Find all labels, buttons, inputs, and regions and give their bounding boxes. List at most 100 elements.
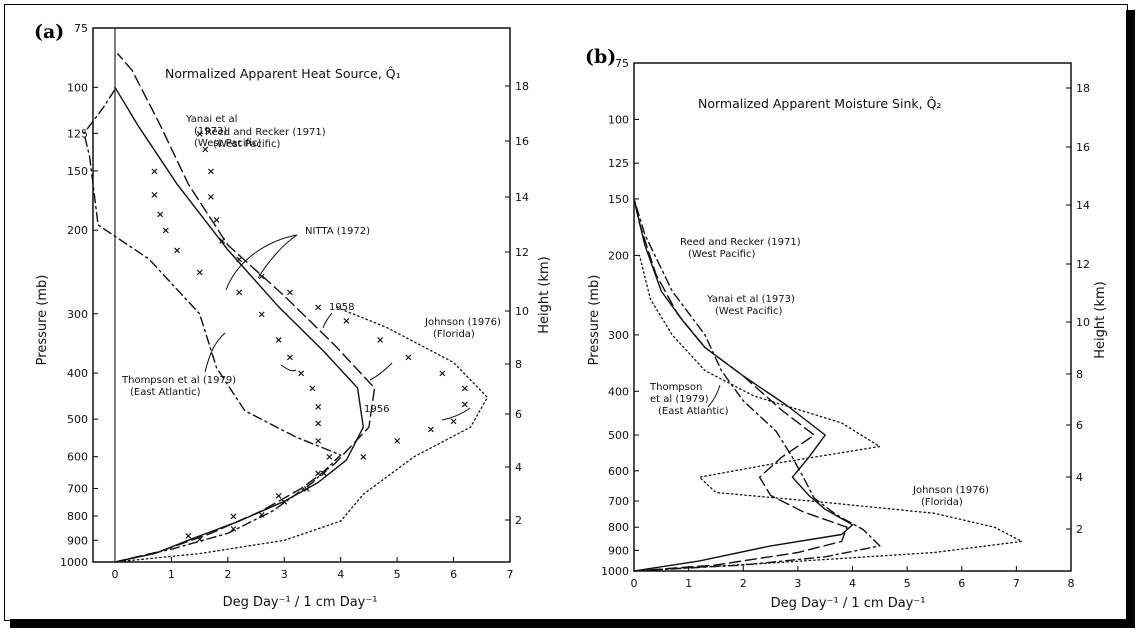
panel-b-right-axis-label: Height (km) [1093,281,1108,358]
series-label-johnson-1976: Johnson (1976) (Florida) [912,485,989,508]
panel-a-x-axis-label: Deg Day⁻¹ / 1 cm Day⁻¹ [223,595,378,610]
y-tick-label: 1000 [601,565,629,578]
x-marker: × [212,215,220,226]
panel-b-y-ticks: 75 100 125 150 200 300 400 500 600 700 800 900 1000 [601,57,639,578]
x-marker: × [150,190,158,201]
series-label-reed-and-recker-1971: Reed and Recker (1971) (West Pacific) [680,237,801,260]
x-tick-label: 3 [281,568,288,581]
series-label-yanai-et-al: Yanai et al (1973) (West Pacific) [185,114,261,149]
right-tick-label: 6 [1076,419,1083,432]
y-tick-label: 300 [67,308,88,321]
series-label-line: Yanai et al (1973) [706,294,795,305]
figure-frame [4,4,1128,621]
series-label-line: Reed and Recker (1971) [205,127,326,138]
series-label-line: Thompson [649,382,702,393]
x-marker: × [235,288,243,299]
panel-b-series [633,198,1023,572]
x-marker: × [359,452,367,463]
x-marker: × [308,384,316,395]
x-marker: × [314,402,322,413]
x-marker: × [427,425,435,436]
y-tick-label: 150 [67,165,88,178]
x-tick-label: 2 [740,577,747,590]
series-1956-markers: ×××××××××××××××××××××××× [184,129,469,542]
nitta-leader-1 [225,234,298,291]
series-label-line: Yanai et al [185,114,237,125]
y-tick-label: 500 [67,413,88,426]
frame-shadow-bottom [10,619,1135,628]
x-marker: × [201,145,209,156]
x-marker: × [314,419,322,430]
x-tick-label: 7 [1013,577,1020,590]
x-marker: × [207,166,215,177]
y-tick-label: 400 [67,367,88,380]
label-1956-leader [322,312,333,329]
panel-b-title: Normalized Apparent Moisture Sink, Q̂₂ [698,96,941,111]
panel-b-leader-lines [707,384,721,408]
y-tick-label: 150 [608,193,629,206]
x-marker: × [297,369,305,380]
y-tick-label: 400 [608,385,629,398]
panel-b-x-axis-label: Deg Day⁻¹ / 1 cm Day⁻¹ [771,596,926,611]
right-tick-label: 12 [515,246,529,259]
x-tick-label: 0 [631,577,638,590]
x-marker: × [162,226,170,237]
x-tick-label: 4 [337,568,344,581]
x-marker: × [325,452,333,463]
right-tick-label: 16 [1076,141,1090,154]
x-marker: × [449,417,457,428]
series-1958-markers: ×××××××××××××××××××××× [150,166,333,545]
y-tick-label: 125 [67,127,88,140]
thompson-leader [204,332,226,373]
x-marker: × [314,436,322,447]
panel-a-right-axis-label: Height (km) [537,256,552,333]
x-marker: × [156,210,164,221]
x-tick-label: 5 [904,577,911,590]
series-label-reed-and-recker-1971: Reed and Recker (1971) (West Pacific) [205,127,326,150]
x-marker: × [280,497,288,508]
y-tick-label: 700 [67,482,88,495]
y-tick-label: 1000 [60,556,88,569]
series-line-reed-and-recker-1971 [114,53,376,563]
b-thompson-leader [707,384,721,408]
x-tick-label: 7 [507,568,514,581]
right-tick-label: 2 [515,514,522,527]
right-tick-label: 16 [515,135,529,148]
x-marker: × [461,384,469,395]
panel-b-y-axis-label: Pressure (mb) [587,275,602,366]
panel-a-y-axis-label: Pressure (mb) [35,275,50,366]
right-tick-label: 4 [1076,471,1083,484]
series-label-1958: 1958 [329,302,354,313]
series-line-reed-and-recker-1971 [633,198,848,572]
right-tick-label: 14 [515,191,529,204]
x-marker: × [258,510,266,521]
panel-a-leader-lines [204,234,471,421]
label-1958-leader [280,364,297,372]
series-label-line: 1956 [364,404,389,415]
annotation-nitta-1972: NITTA (1972) [305,226,370,237]
panel-b-x-ticks: 0 1 2 3 4 5 6 7 8 [631,566,1075,590]
x-marker: × [150,166,158,177]
series-label-line: (1973) [194,126,227,137]
series-label-johnson-1976: Johnson (1976) (Florida) [424,317,501,340]
panel-a-title: Normalized Apparent Heat Source, Q̂₁ [165,66,401,81]
series-label-line: (East Atlantic) [658,406,729,417]
x-marker: × [184,531,192,542]
x-marker: × [229,511,237,522]
panel-a-series: ××××××××××××××××××××××××××××××××××××××××… [83,28,489,563]
x-tick-label: 4 [849,577,856,590]
panel-b-right-ticks: 2 4 6 8 10 12 14 16 18 [1066,82,1090,536]
x-tick-label: 2 [224,568,231,581]
x-marker: × [258,309,266,320]
x-tick-label: 0 [112,568,119,581]
series-label-line: (West Pacific) [213,139,280,150]
series-label-line: (West Pacific) [688,249,755,260]
x-marker: × [173,245,181,256]
x-marker: × [195,129,203,140]
panel-b-series-labels: Yanai et al (1973) (West Pacific)Reed and… [649,237,989,508]
x-marker: × [314,469,322,480]
x-tick-label: 8 [1068,577,1075,590]
right-tick-label: 8 [515,358,522,371]
right-tick-label: 14 [1076,199,1090,212]
